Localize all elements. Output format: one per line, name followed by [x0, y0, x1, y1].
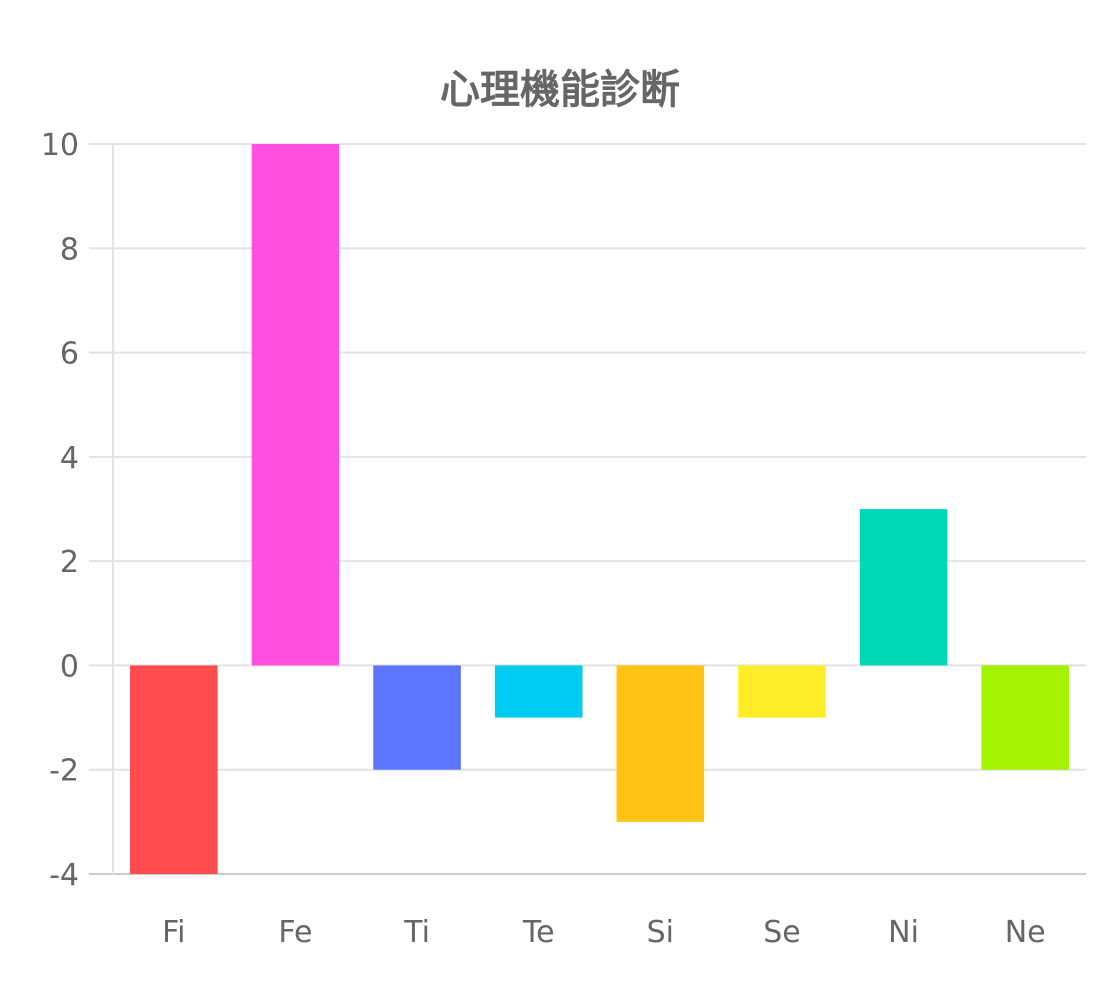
bar-te	[494, 665, 583, 718]
bar-fi	[130, 665, 218, 874]
x-tick-label-si: Si	[647, 915, 674, 950]
bar-se	[738, 665, 826, 718]
bar-ne	[981, 665, 1069, 770]
y-tick-label: -4	[49, 858, 79, 893]
x-tick-label-ti: Ti	[403, 915, 430, 950]
bar-fe	[251, 144, 340, 666]
y-tick-label: 6	[60, 337, 79, 372]
x-tick-label-te: Te	[522, 915, 555, 950]
y-tick-label: 2	[60, 545, 79, 580]
chart-title: 心理機能診断	[440, 67, 680, 113]
x-tick-label-ne: Ne	[1005, 915, 1046, 950]
x-tick-label-ni: Ni	[888, 915, 919, 950]
y-tick-label: 10	[41, 128, 79, 163]
x-tick-label-se: Se	[763, 915, 801, 950]
bar-ti	[373, 665, 461, 770]
x-tick-label-fe: Fe	[278, 915, 312, 950]
y-tick-label: 8	[60, 232, 79, 267]
bar-si	[616, 665, 705, 822]
bars	[130, 144, 1069, 874]
x-axis-ticks: Fi Fe Ti Te Si Se Ni Ne	[162, 915, 1046, 950]
y-tick-label: 0	[60, 649, 79, 684]
y-axis-ticks: -4 -2 0 2 4 6 8 10	[41, 128, 79, 893]
x-tick-label-fi: Fi	[162, 915, 185, 950]
y-tick-label: -2	[49, 754, 79, 789]
bar-ni	[859, 509, 948, 666]
y-tick-label: 4	[60, 441, 79, 476]
